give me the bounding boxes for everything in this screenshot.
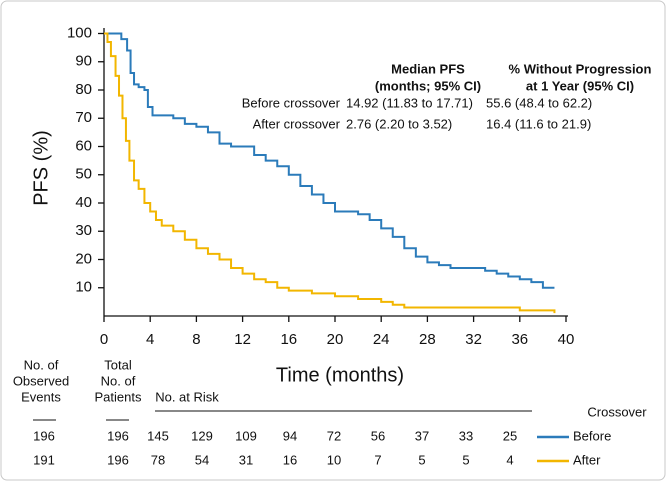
at-risk: 129	[191, 428, 213, 443]
at-risk: 145	[147, 428, 169, 443]
x-tick-label: 0	[100, 331, 108, 348]
at-risk: 5	[418, 452, 425, 467]
y-tick-label: 70	[75, 109, 92, 126]
at-risk: 72	[327, 428, 341, 443]
y-tick-label: 10	[75, 279, 92, 296]
total-header: No. of	[101, 373, 136, 388]
at-risk: 25	[503, 428, 517, 443]
total: 196	[107, 452, 129, 467]
events: 191	[33, 452, 55, 467]
at-risk: 109	[235, 428, 257, 443]
ann-median: 2.76 (2.20 to 3.52)	[346, 116, 452, 131]
y-tick-label: 50	[75, 166, 92, 183]
survival-curve	[104, 32, 556, 314]
x-tick-label: 28	[419, 331, 436, 348]
y-tick-label: 30	[75, 222, 92, 239]
ann-header: at 1 Year (95% CI)	[526, 78, 634, 93]
at-risk: 37	[415, 428, 429, 443]
x-tick-label: 20	[327, 331, 344, 348]
at-risk: 5	[462, 452, 469, 467]
y-tick-label: 40	[75, 194, 92, 211]
x-tick-label: 24	[373, 331, 390, 348]
at-risk: 7	[374, 452, 381, 467]
events: 196	[33, 428, 55, 443]
at-risk: 54	[195, 452, 209, 467]
legend-title: Crossover	[587, 404, 647, 419]
x-tick-label: 12	[234, 331, 251, 348]
at-risk: 56	[371, 428, 385, 443]
total: 196	[107, 428, 129, 443]
y-tick-label: 20	[75, 250, 92, 267]
at-risk: 10	[327, 452, 341, 467]
x-tick-label: 36	[511, 331, 528, 348]
at-risk: 78	[151, 452, 165, 467]
y-tick-label: 60	[75, 137, 92, 154]
ann-label: After crossover	[253, 116, 341, 131]
at-risk: 4	[506, 452, 513, 467]
x-tick-label: 8	[192, 331, 200, 348]
ann-pct: 55.6 (48.4 to 62.2)	[486, 95, 592, 110]
x-axis-label: Time (months)	[276, 364, 404, 386]
legend-label: After	[573, 452, 601, 467]
at-risk: 16	[283, 452, 297, 467]
x-tick-label: 16	[280, 331, 297, 348]
y-tick-label: 80	[75, 81, 92, 98]
total-header: Patients	[95, 389, 142, 404]
risk-header: No. at Risk	[155, 389, 219, 404]
ann-pct: 16.4 (11.6 to 21.9)	[486, 116, 591, 131]
y-tick-label: 100	[67, 24, 92, 41]
legend-label: Before	[573, 428, 611, 443]
x-tick-label: 40	[558, 331, 575, 348]
ann-header: Median PFS	[391, 61, 465, 76]
at-risk: 33	[459, 428, 473, 443]
ann-header: % Without Progression	[509, 61, 652, 76]
survival-curve	[104, 32, 555, 289]
events-header: Events	[21, 389, 61, 404]
ann-label: Before crossover	[242, 95, 341, 110]
y-axis-label: PFS (%)	[30, 130, 52, 206]
ann-header: (months; 95% CI)	[375, 78, 481, 93]
at-risk: 31	[239, 452, 253, 467]
total-header: Total	[104, 357, 132, 372]
y-tick-label: 90	[75, 53, 92, 70]
at-risk: 94	[283, 428, 297, 443]
events-header: No. of	[24, 357, 59, 372]
events-header: Observed	[13, 373, 69, 388]
x-tick-label: 4	[146, 331, 154, 348]
ann-median: 14.92 (11.83 to 17.71)	[346, 95, 473, 110]
x-tick-label: 32	[465, 331, 482, 348]
